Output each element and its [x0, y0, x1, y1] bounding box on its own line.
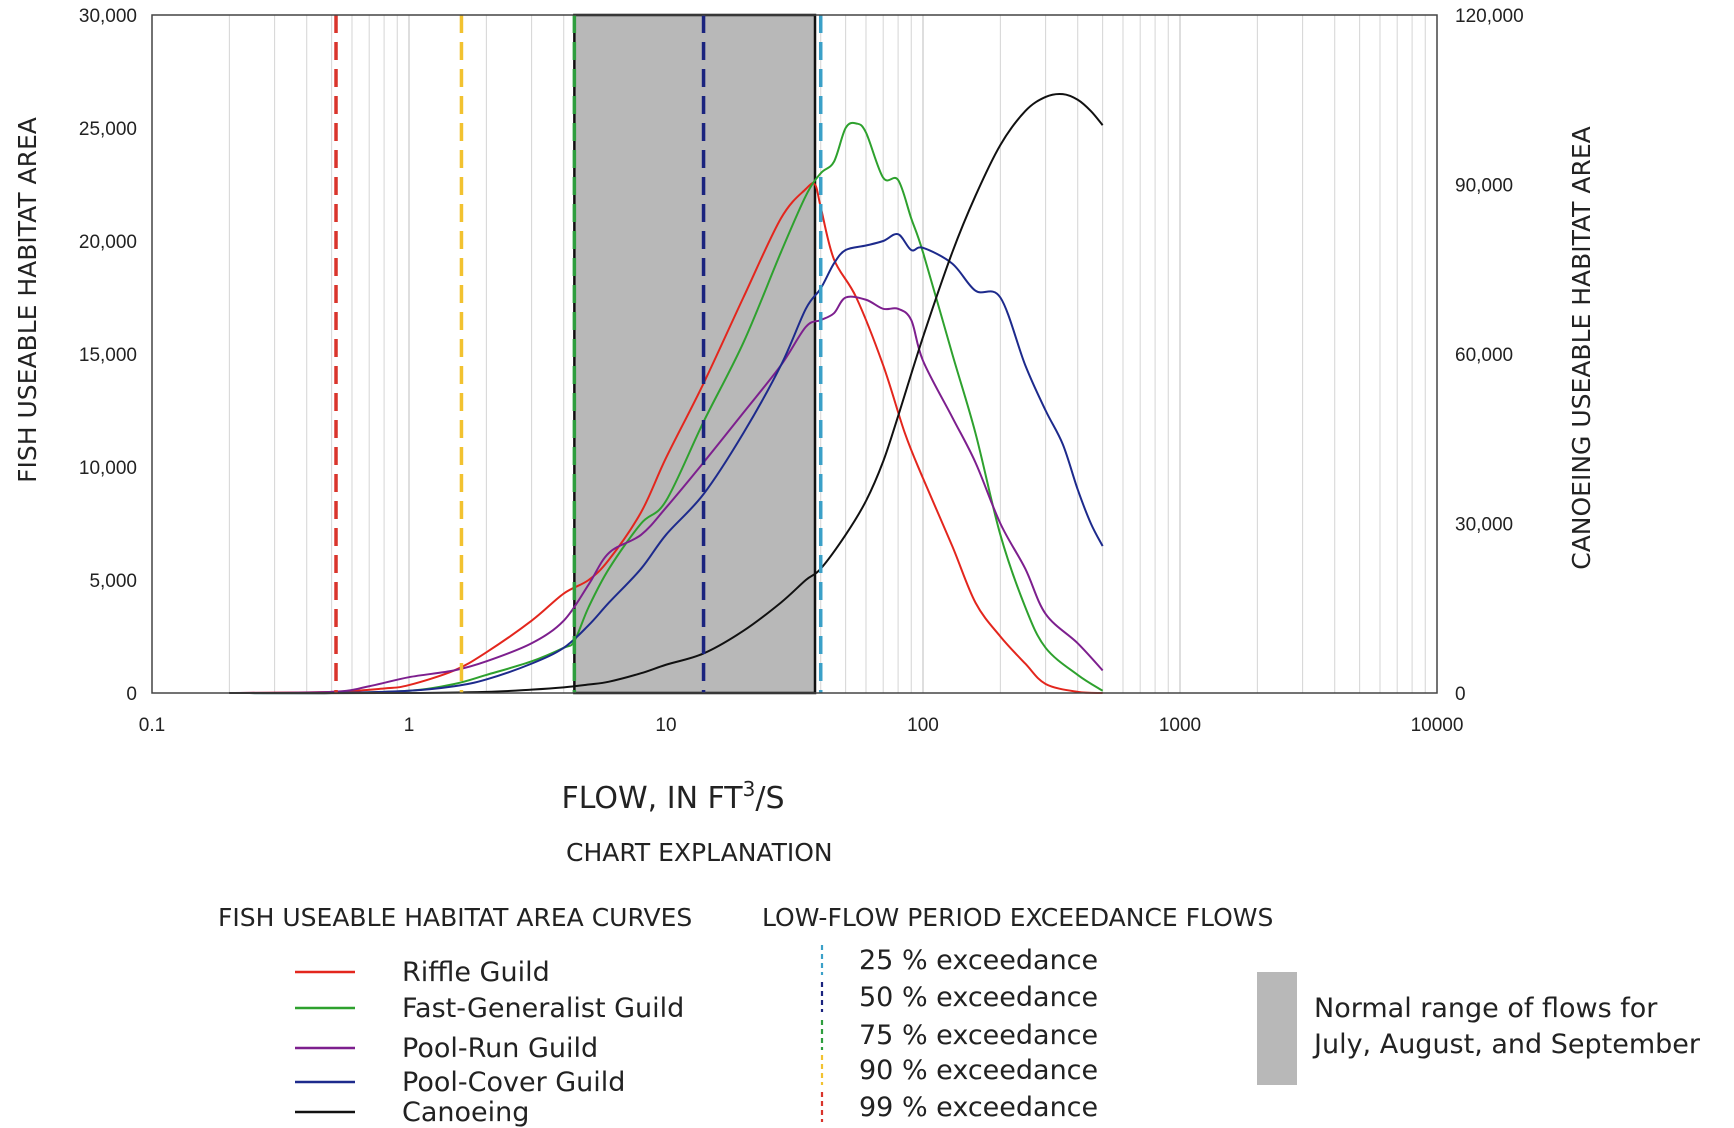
legend-label-exceedance-90: 90 % exceedance [859, 1055, 1098, 1086]
series-line-pool-run-guild [229, 295, 1104, 694]
x-axis-title: FLOW, IN FT3/S [561, 777, 784, 816]
legend-title: CHART EXPLANATION [566, 838, 833, 867]
legend-band-label-line2: July, August, and September [1312, 1029, 1701, 1060]
y-left-tick-label: 5,000 [89, 571, 137, 592]
y-left-tick-label: 30,000 [79, 6, 137, 27]
tick-labels: 0.1 1 10 100 1000 10000 0 5,000 10,000 15,000 20,0… [79, 6, 1524, 736]
legend-label-exceedance-50: 50 % exceedance [859, 982, 1098, 1013]
series-line-riffle-guild [229, 182, 1103, 694]
y-left-tick-label: 25,000 [79, 119, 137, 140]
y-right-tick-label: 60,000 [1455, 345, 1513, 366]
legend-band-swatch [1257, 972, 1297, 1085]
x-axis-title-sup: 3 [743, 777, 756, 801]
x-tick-label: 1 [404, 715, 415, 736]
legend-label-pool-run-guild: Pool-Run Guild [402, 1033, 598, 1064]
y-right-tick-label: 90,000 [1455, 176, 1513, 197]
legend-band-label-line1: Normal range of flows for [1314, 993, 1658, 1024]
x-tick-label: 10000 [1411, 715, 1464, 736]
y-right-tick-label: 120,000 [1455, 6, 1524, 27]
series-line-pool-cover-guild [229, 233, 1104, 695]
normal-range-band [573, 13, 817, 695]
x-tick-label: 0.1 [139, 715, 165, 736]
legend-label-pool-cover-guild: Pool-Cover Guild [402, 1067, 625, 1098]
y-right-tick-label: 0 [1455, 684, 1466, 705]
y-left-tick-label: 20,000 [79, 232, 137, 253]
legend-flows: 25 % exceedance 50 % exceedance 75 % excee… [820, 945, 1098, 1123]
x-tick-label: 10 [655, 715, 676, 736]
exceedance-lines-layer [334, 15, 823, 693]
legend-label-exceedance-25: 25 % exceedance [859, 945, 1098, 976]
x-axis-title-main: FLOW, IN FT [561, 781, 743, 816]
y-left-tick-label: 15,000 [79, 345, 137, 366]
legend-label-canoeing: Canoeing [402, 1097, 529, 1128]
normal-range-band-layer [573, 13, 817, 695]
legend-label-exceedance-99: 99 % exceedance [859, 1092, 1098, 1123]
series-line-fast-generalist-guild [229, 121, 1104, 695]
y-right-tick-label: 30,000 [1455, 515, 1513, 536]
x-tick-label: 100 [907, 715, 939, 736]
x-tick-label: 1000 [1159, 715, 1201, 736]
series-line-canoeing [229, 92, 1104, 695]
legend-label-riffle-guild: Riffle Guild [402, 957, 550, 988]
series-layer [229, 92, 1104, 695]
legend-curves-heading: FISH USEABLE HABITAT AREA CURVES [218, 903, 692, 932]
y-axis-right-title: CANOEING USEABLE HABITAT AREA [1567, 126, 1596, 570]
legend-flows-heading: LOW-FLOW PERIOD EXCEEDANCE FLOWS [762, 903, 1273, 932]
legend-curves: Riffle Guild Fast-Generalist Guild Pool-Ru… [295, 957, 684, 1128]
y-left-tick-label: 0 [126, 684, 137, 705]
gridlines [228, 15, 1426, 693]
x-axis-title-suffix: /S [755, 781, 784, 816]
legend-label-fast-generalist-guild: Fast-Generalist Guild [402, 993, 684, 1024]
legend-label-exceedance-75: 75 % exceedance [859, 1020, 1098, 1051]
y-left-tick-label: 10,000 [79, 458, 137, 479]
y-axis-left-title: FISH USEABLE HABITAT AREA [13, 117, 42, 483]
plot-frame [151, 14, 1438, 694]
